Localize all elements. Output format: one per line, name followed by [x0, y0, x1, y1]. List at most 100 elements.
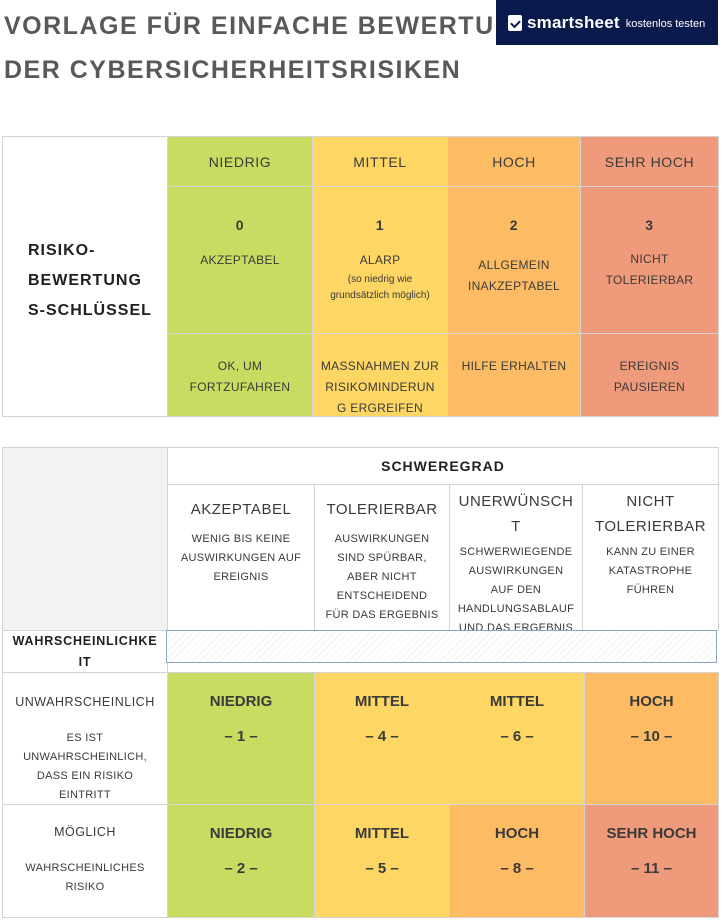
- likelihood-title: MÖGLICH: [54, 825, 116, 839]
- action-label: OK, UM FORTZUFAHREN: [190, 356, 291, 398]
- risk-key-score-medium: 1 ALARP (so niedrig wie grundsätzlich mö…: [312, 186, 448, 334]
- likelihood-desc-line: ES IST: [66, 732, 104, 744]
- risk-key-label-cell: [2, 136, 168, 417]
- matrix-cell-level: MITTEL: [354, 825, 410, 842]
- score-value: 2: [509, 217, 519, 233]
- matrix-cell-value: – 8 –: [500, 860, 534, 877]
- severity-desc-line: ENTSCHEIDEND: [336, 590, 428, 602]
- matrix-cell: MITTEL – 5 –: [314, 804, 450, 918]
- severity-desc: AUSWIRKUNGEN SIND SPÜRBAR, ABER NICHT EN…: [326, 530, 439, 625]
- page-title-line-1: VORLAGE FÜR EINFACHE BEWERTUN: [4, 12, 515, 40]
- matrix-cell-level: NIEDRIG: [209, 825, 273, 842]
- action-label: EREIGNIS PAUSIEREN: [614, 356, 685, 398]
- severity-column-undesirable: UNERWÜNSCH T SCHWERWIEGENDE AUSWIRKUNGEN…: [449, 484, 583, 634]
- matrix-cell-value: – 4 –: [365, 728, 399, 745]
- smartsheet-banner[interactable]: smartsheet kostenlos testen: [496, 0, 718, 45]
- risk-key-label-line: BEWERTUNG: [28, 272, 142, 289]
- likelihood-desc: ES IST UNWAHRSCHEINLICH, DASS EIN RISIKO…: [23, 729, 147, 805]
- severity-desc-line: SIND SPÜRBAR,: [337, 552, 427, 564]
- severity-title-line: UNERWÜNSCH: [458, 493, 574, 510]
- likelihood-desc-line: DASS EIN RISIKO: [36, 770, 134, 782]
- risk-key-score-high: 2 ALLGEMEIN INAKZEPTABEL: [447, 186, 581, 334]
- likelihood-row-possible: MÖGLICH WAHRSCHEINLICHES RISIKO: [2, 804, 168, 918]
- severity-desc-line: EREIGNIS: [213, 571, 269, 583]
- risk-key-action-high: HILFE ERHALTEN: [447, 333, 581, 417]
- risk-key-level-very-high: SEHR HOCH: [580, 136, 719, 187]
- severity-column-tolerable: TOLERIERBAR AUSWIRKUNGEN SIND SPÜRBAR, A…: [314, 484, 450, 631]
- severity-desc-line: KANN ZU EINER: [606, 546, 695, 558]
- likelihood-desc: WAHRSCHEINLICHES RISIKO: [25, 859, 144, 897]
- matrix-corner-cell: [2, 447, 168, 631]
- severity-title: NICHT TOLERIERBAR: [595, 489, 706, 539]
- page-title: VORLAGE FÜR EINFACHE BEWERTUN DER CYBERS…: [4, 4, 514, 92]
- matrix-cell: NIEDRIG – 2 –: [167, 804, 315, 918]
- risk-key-level-low: NIEDRIG: [167, 136, 313, 187]
- likelihood-header-line: WAHRSCHEINLICHKE: [12, 633, 158, 648]
- level-label: HOCH: [492, 153, 536, 170]
- likelihood-header-line: IT: [78, 654, 92, 669]
- rating-note: (so niedrig wie grundsätzlich möglich): [330, 274, 430, 301]
- severity-desc-line: AUSWIRKUNGEN AUF: [180, 552, 302, 564]
- matrix-cell-level: NIEDRIG: [209, 693, 273, 710]
- matrix-cell: SEHR HOCH – 11 –: [584, 804, 719, 918]
- risk-key-score-low: 0 AKZEPTABEL: [167, 186, 313, 334]
- severity-header-label: SCHWEREGRAD: [381, 458, 505, 474]
- severity-desc-line: SCHWERWIEGENDE: [459, 546, 573, 558]
- severity-title-line: TOLERIERBAR: [594, 518, 707, 535]
- likelihood-header-label: WAHRSCHEINLICHKE IT: [13, 631, 158, 673]
- severity-desc-line: HANDLUNGSABLAUF: [457, 603, 575, 615]
- action-line: FORTZUFAHREN: [189, 380, 291, 394]
- likelihood-desc-line: UNWAHRSCHEINLICH,: [23, 751, 147, 763]
- score-value: 1: [375, 217, 385, 233]
- matrix-cell: MITTEL – 4 –: [314, 672, 450, 805]
- matrix-cell-level: MITTEL: [354, 693, 410, 710]
- rating-label: ALARP: [359, 253, 401, 267]
- score-value: 3: [645, 217, 654, 233]
- matrix-cell-value: – 6 –: [500, 728, 534, 745]
- severity-column-intolerable: NICHT TOLERIERBAR KANN ZU EINER KATASTRO…: [582, 484, 719, 631]
- matrix-cell-value: – 1 –: [224, 728, 258, 745]
- action-line: G ERGREIFEN: [337, 401, 423, 415]
- severity-desc-line: FÜHREN: [626, 584, 675, 596]
- risk-key-level-high: HOCH: [447, 136, 581, 187]
- severity-header: SCHWEREGRAD: [167, 447, 719, 485]
- rating-line: NICHT: [630, 252, 669, 266]
- score-value: 0: [235, 217, 245, 233]
- matrix-cell: MITTEL – 6 –: [449, 672, 585, 805]
- action-line: PAUSIEREN: [613, 380, 686, 394]
- matrix-cell-value: – 2 –: [224, 860, 258, 877]
- severity-desc: WENIG BIS KEINE AUSWIRKUNGEN AUF EREIGNI…: [181, 530, 301, 587]
- action-label: HILFE ERHALTEN: [461, 359, 567, 373]
- risk-key-label-line: S-SCHLÜSSEL: [28, 302, 152, 319]
- free-trial-link[interactable]: kostenlos testen: [625, 18, 706, 30]
- severity-desc: KANN ZU EINER KATASTROPHE FÜHREN: [606, 543, 695, 600]
- risk-key-level-medium: MITTEL: [312, 136, 448, 187]
- severity-column-acceptable: AKZEPTABEL WENIG BIS KEINE AUSWIRKUNGEN …: [167, 484, 315, 631]
- action-line: MAßNAHMEN ZUR: [320, 359, 440, 373]
- rating-line: INAKZEPTABEL: [467, 279, 561, 293]
- severity-title-line: NICHT: [626, 493, 675, 510]
- matrix-cell-level: MITTEL: [489, 693, 545, 710]
- severity-title: TOLERIERBAR: [326, 501, 438, 518]
- rating-label: ALLGEMEIN INAKZEPTABEL: [468, 255, 560, 297]
- severity-desc-line: AUF DEN: [490, 584, 542, 596]
- severity-title-line: T: [511, 518, 521, 535]
- level-label: SEHR HOCH: [604, 153, 695, 170]
- matrix-cell-level: HOCH: [494, 825, 540, 842]
- likelihood-desc-line: EINTRITT: [59, 789, 111, 801]
- rating-label: AKZEPTABEL: [200, 253, 280, 267]
- risk-key-action-very-high: EREIGNIS PAUSIEREN: [580, 333, 719, 417]
- risk-key-action-low: OK, UM FORTZUFAHREN: [167, 333, 313, 417]
- risk-key-label-line: RISIKO-: [28, 242, 96, 259]
- risk-key-label: RISIKO- BEWERTUNG S-SCHLÜSSEL: [28, 236, 152, 326]
- smartsheet-logo-icon: [508, 14, 522, 31]
- matrix-cell: HOCH – 10 –: [584, 672, 719, 805]
- severity-desc-line: KATASTROPHE: [608, 565, 693, 577]
- likelihood-spacer-cell: [166, 630, 717, 663]
- risk-key-score-very-high: 3 NICHT TOLERIERBAR: [580, 186, 719, 334]
- action-line: RISIKOMINDERUN: [325, 380, 435, 394]
- matrix-cell: HOCH – 8 –: [449, 804, 585, 918]
- severity-desc-line: AUSWIRKUNGEN: [468, 565, 564, 577]
- matrix-cell-value: – 5 –: [365, 860, 399, 877]
- severity-title: UNERWÜNSCH T: [459, 489, 574, 539]
